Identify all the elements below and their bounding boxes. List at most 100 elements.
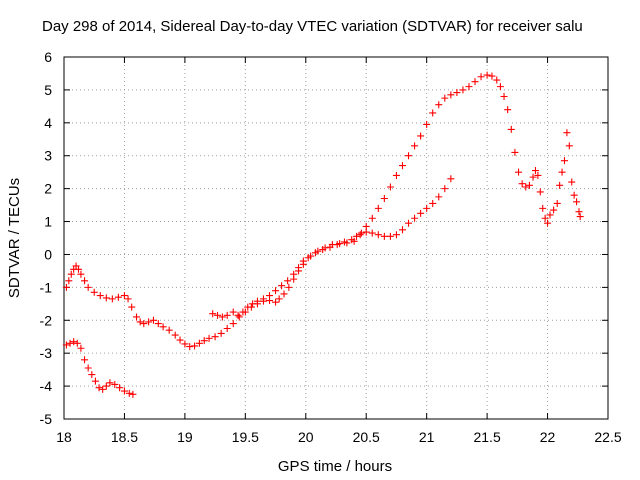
data-point — [84, 283, 92, 291]
data-point — [558, 168, 566, 176]
data-point — [200, 337, 208, 345]
series-arc-1 — [62, 175, 455, 351]
data-point — [362, 222, 370, 230]
data-point — [534, 171, 542, 179]
data-point — [483, 71, 491, 79]
x-tick-label: 19 — [177, 429, 193, 445]
data-point — [77, 344, 85, 352]
data-point — [435, 193, 443, 201]
data-point — [536, 188, 544, 196]
data-point — [84, 364, 92, 372]
x-tick-label: 18 — [56, 429, 72, 445]
data-point — [128, 303, 136, 311]
data-point — [565, 142, 573, 150]
data-point — [575, 208, 583, 216]
data-point — [392, 171, 400, 179]
data-point — [550, 206, 558, 214]
data-points — [62, 71, 584, 398]
data-point — [218, 313, 226, 321]
data-point — [328, 241, 336, 249]
y-tick-label: 0 — [44, 246, 52, 262]
x-tick-label: 18.5 — [111, 429, 138, 445]
data-point — [405, 152, 413, 160]
data-point — [295, 264, 303, 272]
data-point — [154, 320, 162, 328]
data-point — [249, 300, 257, 308]
y-tick-label: 2 — [44, 181, 52, 197]
data-point — [368, 214, 376, 222]
x-tick-label: 22 — [540, 429, 556, 445]
data-point — [417, 132, 425, 140]
data-point — [259, 295, 267, 303]
data-point — [568, 178, 576, 186]
y-tick-label: 1 — [44, 214, 52, 230]
data-point — [573, 198, 581, 206]
data-point — [275, 295, 283, 303]
data-point — [525, 181, 533, 189]
data-point — [374, 204, 382, 212]
data-point — [507, 125, 515, 133]
data-point — [266, 292, 274, 300]
data-point — [441, 94, 449, 102]
data-point — [102, 382, 110, 390]
x-tick-label: 19.5 — [232, 429, 259, 445]
data-point — [429, 199, 437, 207]
data-point — [81, 277, 89, 285]
data-point — [576, 213, 584, 221]
data-point — [149, 316, 157, 324]
data-point — [124, 295, 132, 303]
data-point — [133, 313, 141, 321]
data-point — [541, 214, 549, 222]
data-point — [285, 283, 293, 291]
data-point — [284, 277, 292, 285]
data-point — [563, 129, 571, 137]
data-point — [553, 199, 561, 207]
data-point — [459, 86, 467, 94]
data-point — [191, 342, 199, 350]
data-point — [88, 371, 96, 379]
data-point — [423, 204, 431, 212]
data-point — [560, 157, 568, 165]
series-arc-3 — [209, 71, 561, 321]
data-point — [556, 181, 564, 189]
y-tick-label: 5 — [44, 82, 52, 98]
data-point — [171, 331, 179, 339]
data-point — [353, 232, 361, 240]
data-point — [368, 229, 376, 237]
data-point — [531, 167, 539, 175]
data-point — [120, 292, 128, 300]
data-point — [477, 73, 485, 81]
data-point — [159, 323, 167, 331]
data-point — [111, 380, 119, 388]
data-point — [392, 231, 400, 239]
data-point — [405, 219, 413, 227]
data-point — [75, 265, 83, 273]
data-point — [522, 183, 530, 191]
x-tick-label: 21.5 — [473, 429, 500, 445]
x-tick-label: 20.5 — [353, 429, 380, 445]
data-point — [217, 329, 225, 337]
data-point — [386, 232, 394, 240]
data-point — [380, 195, 388, 203]
data-point — [314, 247, 322, 255]
data-point — [77, 270, 85, 278]
data-point — [239, 308, 247, 316]
data-point — [205, 334, 213, 342]
data-point — [278, 282, 286, 290]
data-point — [120, 387, 128, 395]
tick-labels: 18 18.5 19 19.5 20 20.5 21 21.5 22 22.5-5-4-3-2-1… — [40, 49, 622, 445]
data-point — [435, 101, 443, 109]
data-point — [356, 231, 364, 239]
data-point — [290, 270, 298, 278]
data-point — [496, 83, 504, 91]
data-point — [181, 340, 189, 348]
data-point — [223, 311, 231, 319]
y-axis-label: SDTVAR / TECUs — [6, 178, 23, 298]
data-point — [447, 91, 455, 99]
data-point — [272, 287, 280, 295]
data-point — [214, 311, 222, 319]
data-point — [380, 232, 388, 240]
data-point — [176, 336, 184, 344]
data-point — [67, 270, 75, 278]
data-point — [81, 356, 89, 364]
